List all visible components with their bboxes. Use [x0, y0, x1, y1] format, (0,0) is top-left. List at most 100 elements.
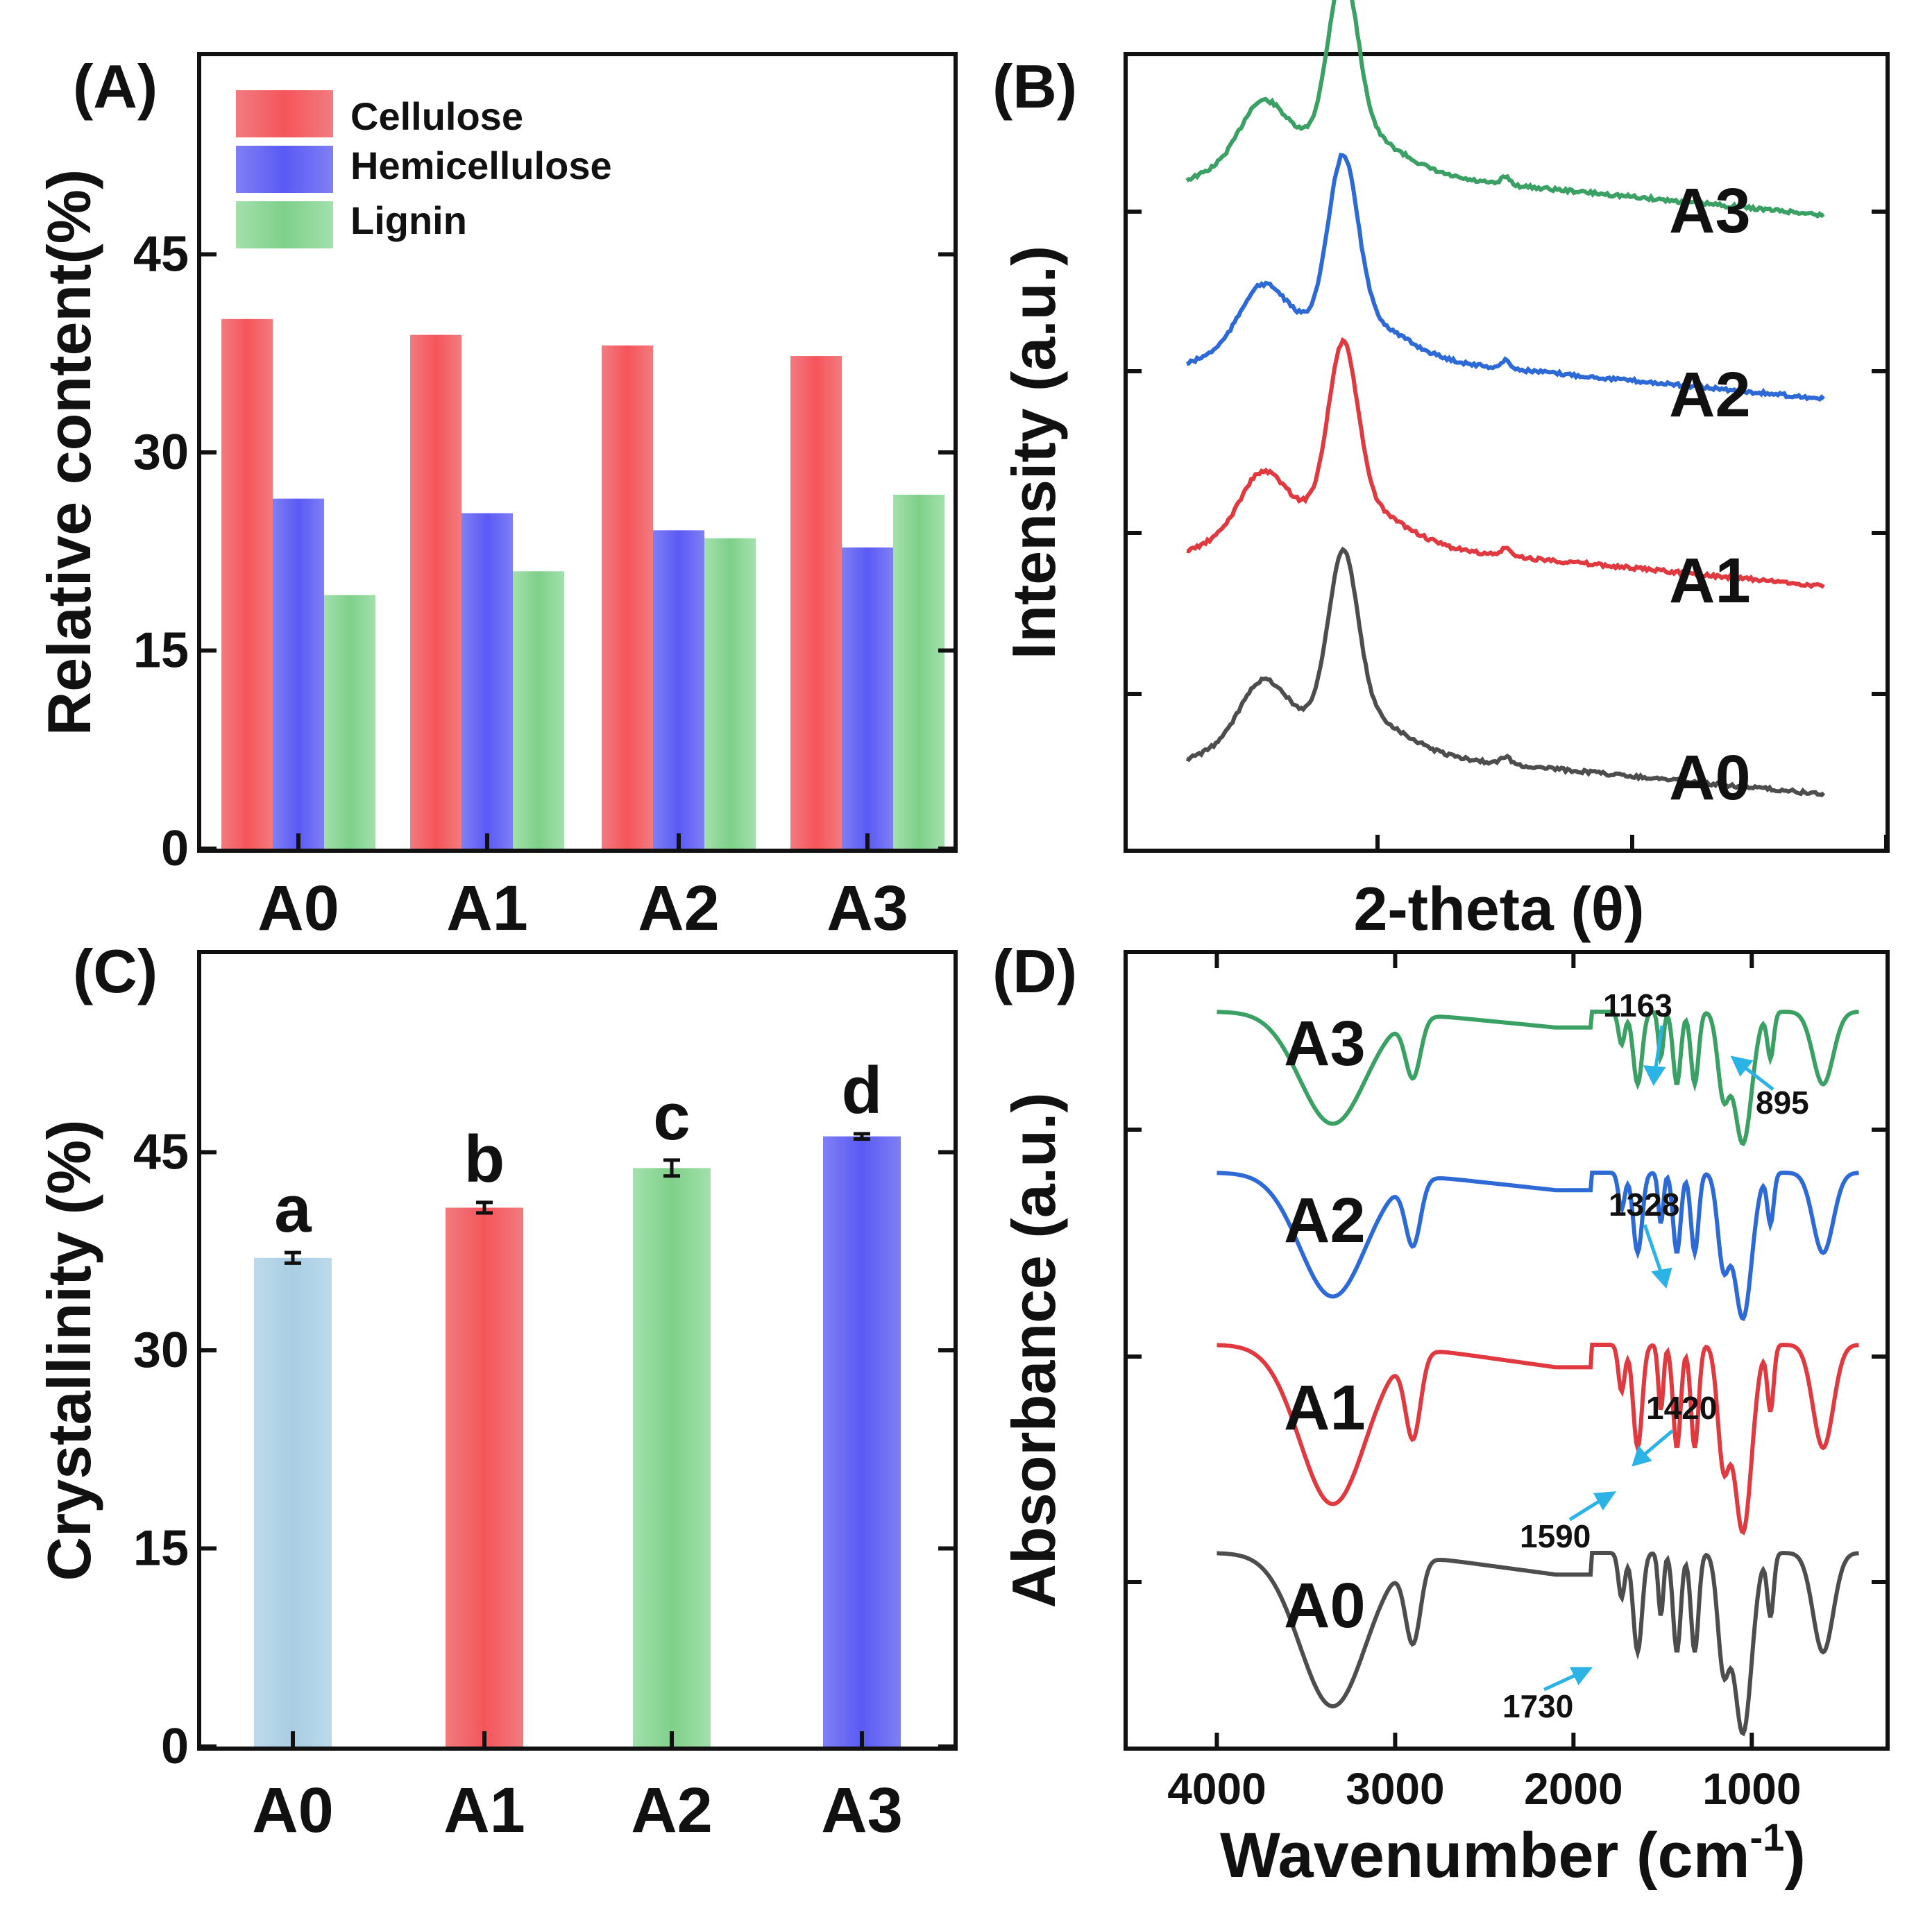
annotation-1328: 1328: [1609, 1187, 1679, 1223]
legend-swatch-hemicellulose: [236, 146, 333, 193]
annotation-895-arrow: [1740, 1064, 1774, 1091]
annotation-1163-arrow: [1653, 1025, 1664, 1073]
annotation-895-arrowhead: [1730, 1055, 1754, 1077]
bar-cellulose-a2: [602, 345, 653, 849]
panel-b-ylabel: Intensity (a.u.): [999, 246, 1068, 660]
x-tick-label-3: A3: [821, 1775, 903, 1846]
x-tick-label-1: A1: [446, 873, 528, 944]
panel-c-plot-area: a b c d 0 15 30 45 A0 A1 A2 A3: [133, 1053, 954, 1846]
annotation-1420-arrowhead: [1632, 1445, 1652, 1467]
panel-d-xlabel-close: ): [1784, 1820, 1806, 1891]
bar-lignin-a2: [704, 538, 756, 849]
panel-c-label: (C): [73, 937, 158, 1005]
x-tick-label-0: A0: [257, 873, 339, 944]
bar-hemicellulose-a3: [842, 547, 893, 849]
panel-b-label-a3: A3: [1669, 176, 1751, 246]
legend-label-hemicellulose: Hemicellulose: [350, 144, 612, 187]
x-tick-label-1: A1: [443, 1775, 525, 1846]
annotation-1328-arrow: [1643, 1224, 1664, 1276]
xrd-curve-a1: [1186, 337, 1825, 590]
panel-d-label-a3: A3: [1284, 1008, 1366, 1079]
annotation-1730-arrow: [1543, 1672, 1580, 1692]
bar-cellulose-a3: [790, 356, 842, 849]
x-tick-label-2: A2: [638, 873, 720, 944]
panel-d-ticks: 4000 3000 2000 1000: [1128, 954, 1886, 1814]
annotation-1328-arrowhead: [1651, 1267, 1672, 1289]
panel-d-label: (D): [992, 937, 1077, 1005]
significance-letter-a0: a: [274, 1172, 312, 1246]
panel-a-plot-area: 0 15 30 45 A0 A1 A2 A3: [133, 227, 954, 944]
legend-swatch-cellulose: [236, 90, 333, 137]
y-tick-label-30: 30: [133, 1323, 189, 1378]
y-tick-label-45: 45: [133, 1125, 189, 1180]
ftir-curve-a2: [1217, 1171, 1859, 1322]
panel-a-legend: Cellulose Hemicellulose Lignin: [236, 90, 612, 248]
panel-d-frame: [1124, 950, 1890, 1751]
panel-b-label-a0: A0: [1669, 742, 1751, 813]
x-tick-label-0: A0: [252, 1775, 334, 1846]
y-tick-label-15: 15: [133, 623, 189, 679]
panel-b: (B) Intensity (a.u.) 2-theta (θ) A3 A2 A…: [992, 0, 1890, 943]
annotation-1163: 1163: [1603, 987, 1672, 1023]
xrd-curve-a3: [1185, 0, 1825, 219]
x-tick-label-3: A3: [827, 873, 908, 944]
panel-d: (D) 4000 3000 2000 1000 Absorbance (a.u.) W…: [992, 937, 1890, 1891]
ftir-curve-a1: [1217, 1343, 1859, 1536]
panel-d-xlabel-main: Wavenumber (cm: [1220, 1820, 1749, 1891]
annotation-1730: 1730: [1502, 1688, 1573, 1724]
legend-swatch-lignin: [236, 201, 333, 248]
y-axis-title: Relative content(%): [35, 169, 103, 736]
bar-cellulose-a1: [410, 334, 461, 849]
y-tick-label-45: 45: [133, 227, 189, 282]
panel-a-ylabel: Relative content(%): [35, 169, 103, 736]
bar-lignin-a3: [893, 494, 944, 849]
panel-d-label-a0: A0: [1284, 1570, 1366, 1641]
panel-b-frame: [1124, 52, 1890, 853]
xrd-curve-a0: [1185, 546, 1826, 797]
x-tick-label-1000: 1000: [1702, 1764, 1801, 1814]
y-tick-label-30: 30: [133, 425, 189, 480]
bar-hemicellulose-a0: [273, 498, 324, 849]
bar-a1: [446, 1207, 523, 1747]
legend-label-lignin: Lignin: [350, 198, 467, 242]
panel-d-annotations: 1163 895 1328 1420 1590 1730: [1502, 987, 1809, 1724]
panel-b-label-a2: A2: [1669, 359, 1751, 430]
panel-d-label-a2: A2: [1284, 1185, 1366, 1256]
significance-letter-a3: d: [842, 1053, 883, 1128]
annotation-895: 895: [1756, 1085, 1809, 1121]
legend-label-cellulose: Cellulose: [350, 94, 523, 138]
ftir-curve-a3: [1217, 1010, 1859, 1146]
panel-b-ticks: [1124, 210, 1888, 849]
annotation-1730-arrowhead: [1570, 1667, 1593, 1685]
panel-d-ylabel-group: Absorbance (a.u.): [999, 1092, 1068, 1608]
annotation-1590: 1590: [1520, 1518, 1591, 1554]
panel-a-label: (A): [73, 52, 158, 121]
panel-c-frame: [197, 950, 958, 1751]
bar-cellulose-a0: [221, 318, 273, 849]
xrd-curve-a2: [1186, 153, 1826, 402]
panel-c: (C) a b c d 0 15 30 45 A0 A1 A2 A3 Crystallinity (%…: [35, 937, 958, 1846]
panel-b-label: (B): [992, 52, 1077, 121]
annotation-1420: 1420: [1646, 1390, 1717, 1426]
x-tick-label-2: A2: [631, 1775, 713, 1846]
bar-lignin-a1: [513, 571, 564, 849]
bar-a3: [823, 1136, 901, 1747]
panel-b-label-a1: A1: [1669, 545, 1751, 616]
panel-d-xlabel-sup: -1: [1750, 1815, 1785, 1859]
x-tick-label-3000: 3000: [1346, 1764, 1444, 1814]
panel-b-xlabel: 2-theta (θ): [1353, 874, 1644, 943]
panel-a-frame: [197, 52, 958, 853]
bar-hemicellulose-a1: [461, 513, 513, 849]
annotation-1590-arrowhead: [1593, 1491, 1617, 1511]
panel-d-xlabel: Wavenumber (cm-1): [1220, 1815, 1806, 1891]
panel-b-ylabel-group: Intensity (a.u.): [999, 246, 1068, 660]
panel-d-ylabel: Absorbance (a.u.): [999, 1092, 1068, 1608]
x-tick-label-4000: 4000: [1167, 1764, 1266, 1814]
significance-letter-a1: b: [464, 1122, 505, 1196]
ftir-curve-a0: [1217, 1551, 1859, 1737]
annotation-1163-arrowhead: [1643, 1065, 1666, 1087]
panel-c-ylabel-group: Crystallinity (%): [35, 1119, 103, 1581]
panel-c-ylabel: Crystallinity (%): [35, 1119, 103, 1581]
bar-lignin-a0: [324, 595, 375, 849]
